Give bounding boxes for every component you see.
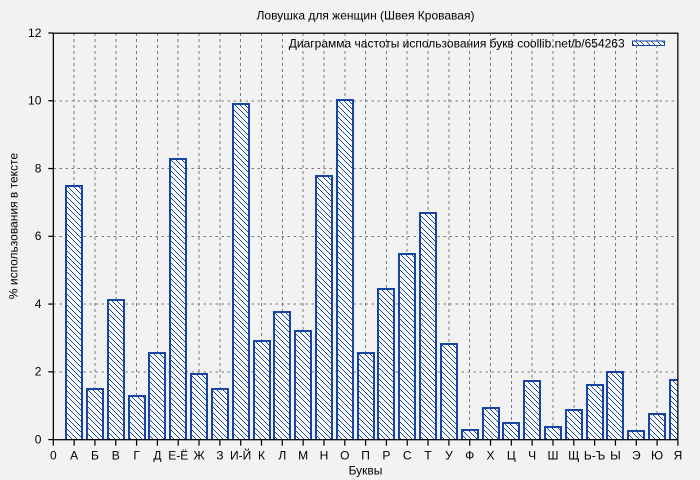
- svg-text:Диаграмма частоты использовани: Диаграмма частоты использования букв coo…: [289, 37, 625, 51]
- svg-text:Е-Ё: Е-Ё: [168, 448, 188, 462]
- svg-text:В: В: [112, 448, 120, 462]
- svg-text:8: 8: [35, 161, 42, 175]
- svg-text:Э: Э: [632, 448, 641, 462]
- svg-text:П: П: [361, 448, 370, 462]
- svg-text:Ю: Ю: [651, 448, 663, 462]
- svg-text:С: С: [403, 448, 412, 462]
- svg-text:4: 4: [35, 297, 42, 311]
- svg-text:Щ: Щ: [568, 448, 579, 462]
- svg-text:Т: Т: [424, 448, 432, 462]
- svg-text:Д: Д: [153, 448, 161, 462]
- svg-text:И-Й: И-Й: [230, 447, 251, 462]
- svg-text:Ф: Ф: [465, 448, 474, 462]
- svg-text:2: 2: [35, 365, 42, 379]
- svg-text:Ы: Ы: [610, 448, 621, 462]
- svg-text:Г: Г: [133, 448, 140, 462]
- svg-text:О: О: [340, 448, 349, 462]
- svg-text:Ш: Ш: [547, 448, 558, 462]
- svg-text:Н: Н: [320, 448, 329, 462]
- svg-text:% использования в тексте: % использования в тексте: [7, 153, 21, 299]
- svg-text:Ловушка для женщин (Швея Крова: Ловушка для женщин (Швея Кровавая): [257, 8, 475, 22]
- svg-text:Х: Х: [487, 448, 495, 462]
- svg-text:0: 0: [50, 448, 57, 462]
- svg-text:К: К: [258, 448, 265, 462]
- svg-text:Б: Б: [91, 448, 99, 462]
- svg-text:Ь-Ъ: Ь-Ъ: [584, 448, 605, 462]
- svg-text:6: 6: [35, 229, 42, 243]
- svg-text:А: А: [70, 448, 78, 462]
- svg-text:Буквы: Буквы: [349, 464, 383, 478]
- svg-text:Ц: Ц: [507, 448, 516, 462]
- svg-text:Я: Я: [674, 448, 683, 462]
- svg-text:Ч: Ч: [528, 448, 536, 462]
- svg-text:0: 0: [35, 433, 42, 447]
- svg-text:М: М: [298, 448, 308, 462]
- svg-text:Л: Л: [278, 448, 286, 462]
- svg-text:З: З: [216, 448, 223, 462]
- svg-text:У: У: [445, 448, 453, 462]
- svg-text:Ж: Ж: [193, 448, 204, 462]
- svg-text:10: 10: [28, 94, 42, 108]
- svg-text:12: 12: [28, 26, 42, 40]
- svg-text:Р: Р: [382, 448, 390, 462]
